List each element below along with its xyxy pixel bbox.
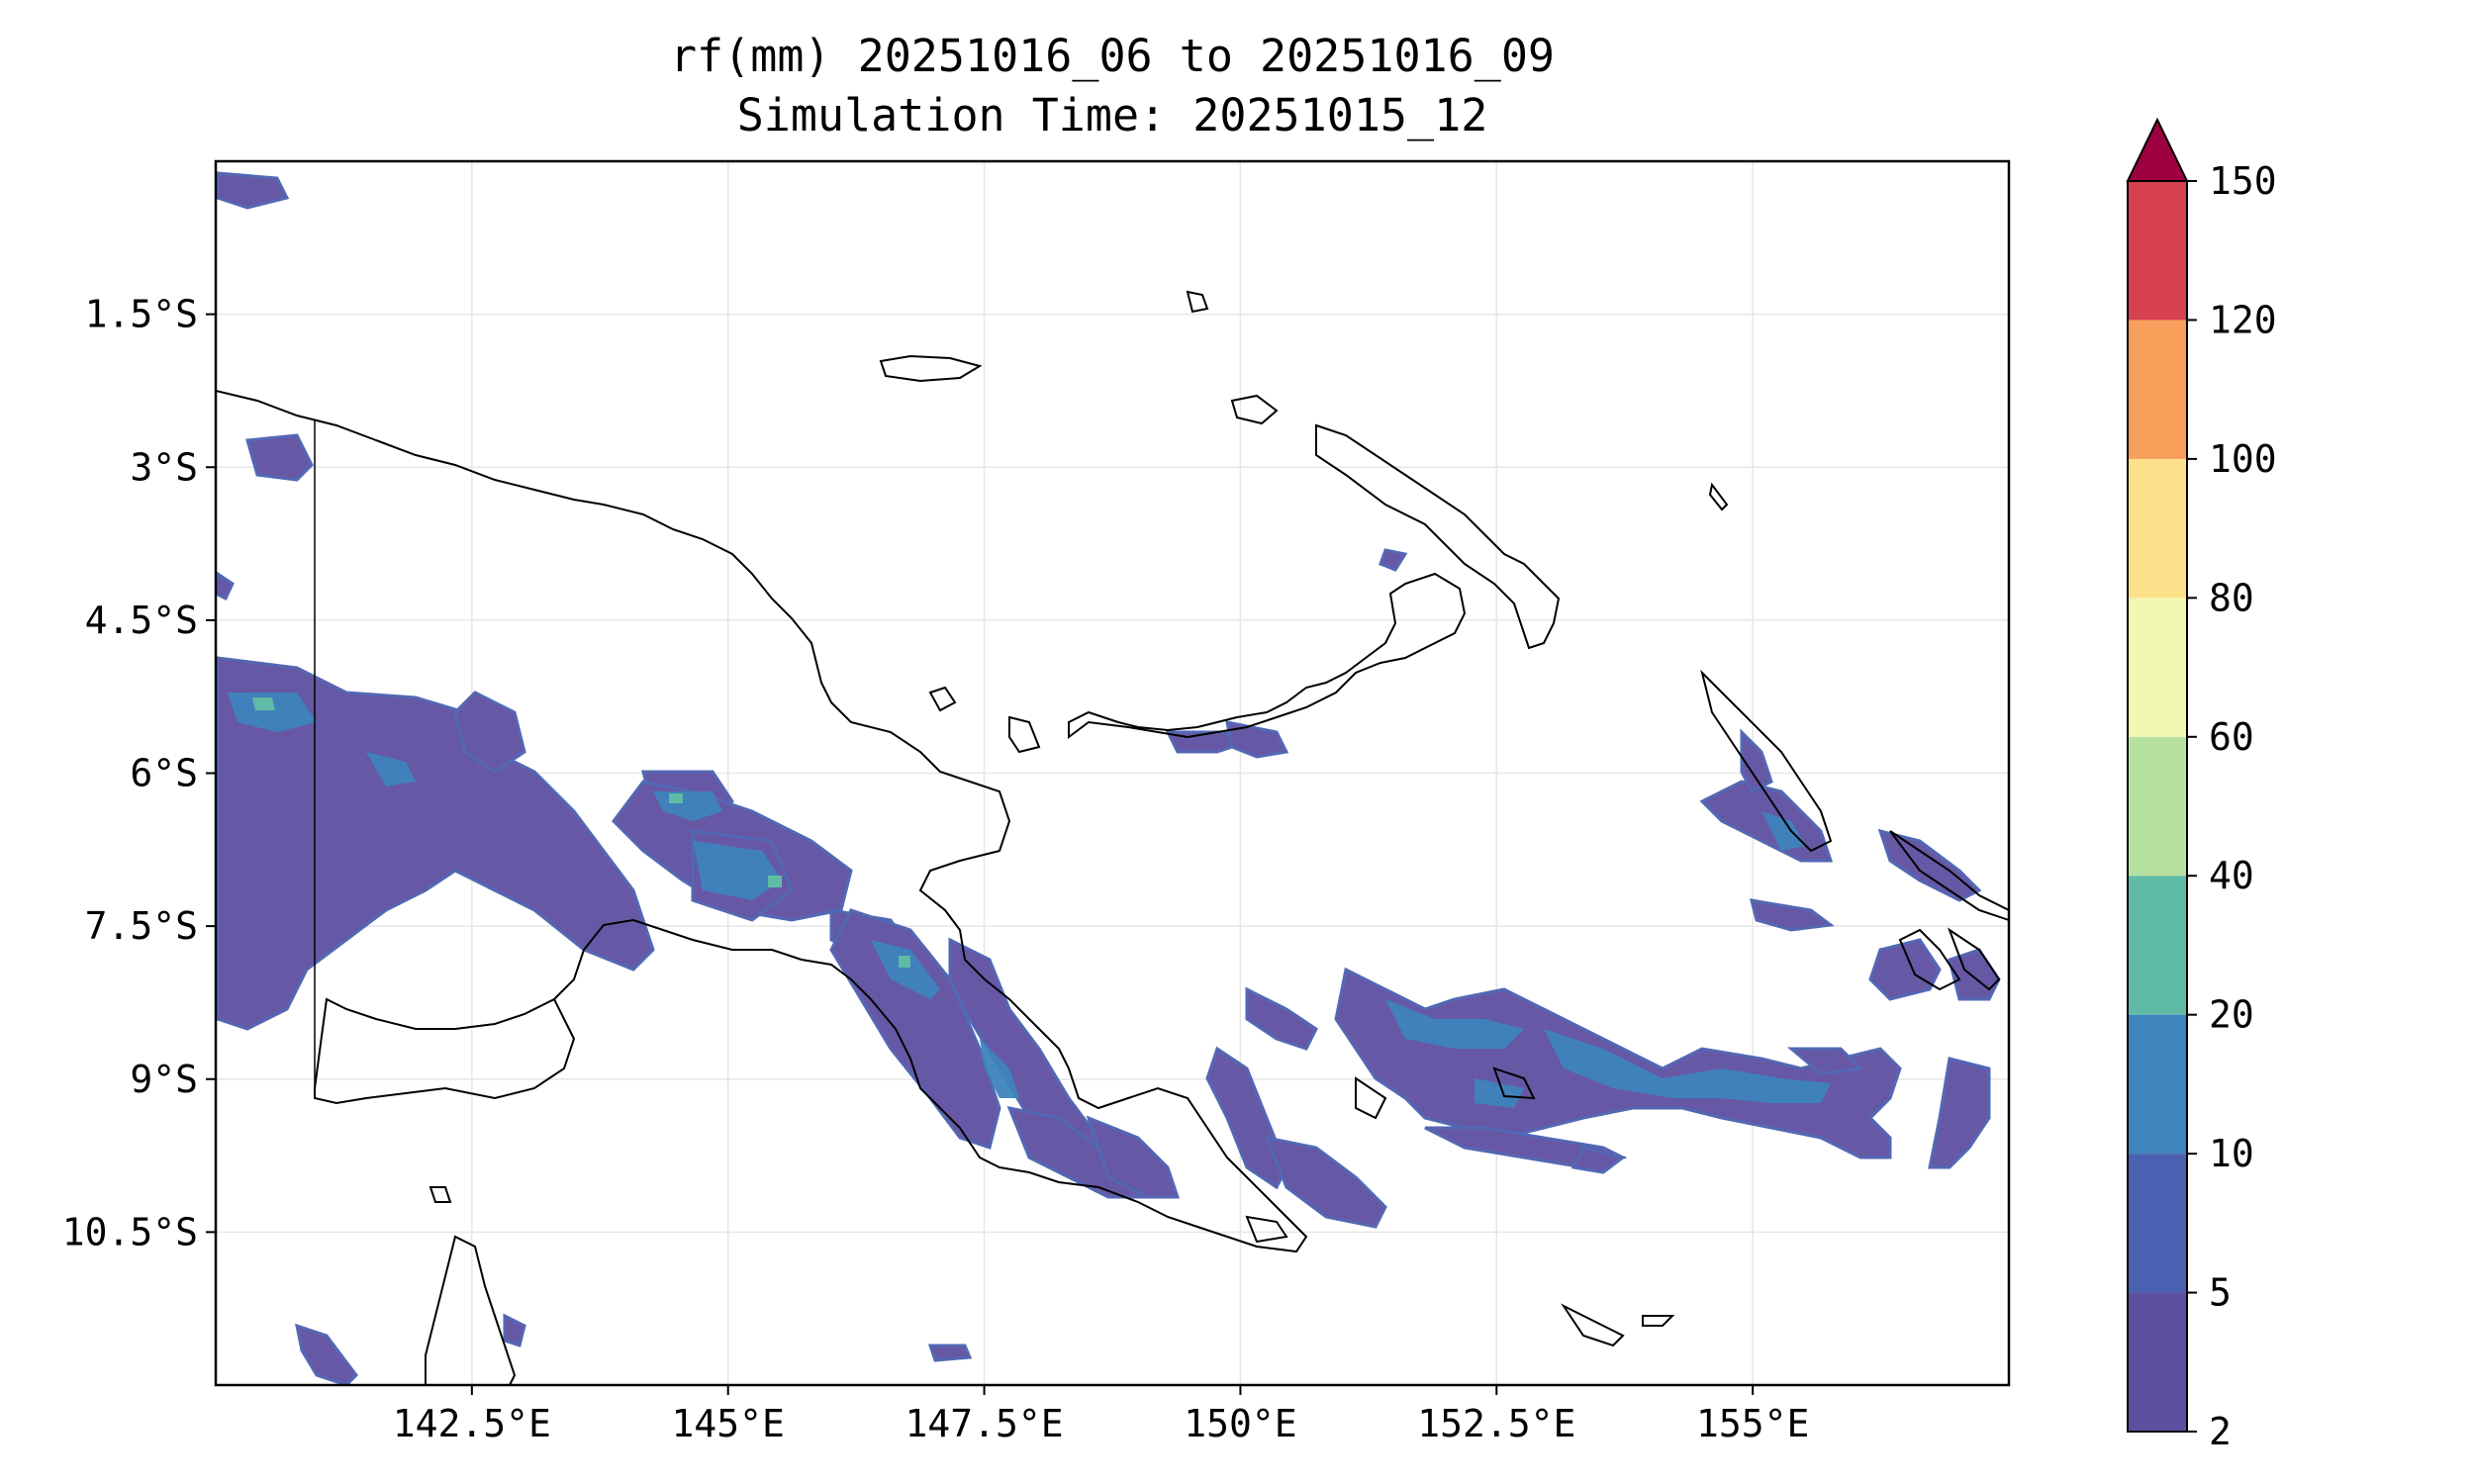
rain-cell-heavy (980, 1039, 1019, 1098)
rainfall-layer (216, 171, 2001, 1385)
coastline-island (928, 686, 957, 712)
colorbar-tick-label: 20 (2209, 993, 2254, 1037)
colorbar-segment (2128, 736, 2187, 877)
colorbar-tick-label: 120 (2209, 298, 2277, 341)
rain-cell (1379, 548, 1408, 572)
lon-tick-label: 150°E (1184, 1402, 1296, 1445)
coastline-cape-york (425, 1235, 517, 1385)
rain-cell-heavy (1385, 999, 1524, 1049)
colorbar-tick-label: 10 (2209, 1132, 2254, 1175)
coastline-new-ireland (1315, 423, 1561, 650)
rain-cell (1245, 986, 1318, 1051)
lon-tick-label: 147.5°E (904, 1402, 1063, 1445)
colorbar-extend-arrow (2126, 117, 2189, 182)
coastline-island (1230, 394, 1279, 425)
lat-tick-label: 7.5°S (85, 904, 198, 948)
rain-cell-heavy (366, 752, 416, 787)
coastline-new-britain (1068, 572, 1467, 739)
colorbar-segment (2128, 320, 2187, 459)
colorbar-segment (2128, 1292, 2187, 1432)
lon-tick-label: 145°E (672, 1402, 785, 1445)
coastline-bougainville (1700, 669, 1833, 853)
rain-cell-heavy (1475, 1078, 1524, 1108)
rain-cell (829, 908, 1001, 1150)
rain-cell (1749, 898, 1835, 932)
coastline-island (1561, 1303, 1625, 1347)
colorbar-tick-label: 2 (2209, 1410, 2232, 1453)
rain-cell-intense (899, 956, 910, 968)
coastline-island (428, 1186, 452, 1203)
coastline-solomon-2 (1898, 928, 1961, 991)
rain-cell (245, 433, 314, 482)
rain-cell-intense (252, 697, 275, 710)
map-subtitle: Simulation Time: 20251015_12 (736, 89, 1488, 141)
rain-cell-intense (768, 876, 782, 887)
rain-cell (1928, 1057, 1991, 1169)
coastlines (216, 290, 2009, 1385)
coastline-island (1245, 1215, 1288, 1244)
rain-cell (1877, 828, 1982, 902)
coastline-new-guinea (216, 390, 1308, 1253)
lat-tick-label: 10.5°S (62, 1210, 198, 1253)
coastline-island (1186, 290, 1209, 314)
lon-tick-label: 152.5°E (1417, 1402, 1575, 1445)
colorbar-segment (2128, 458, 2187, 599)
lat-tick-label: 1.5°S (85, 293, 198, 336)
colorbar-tick-label: 150 (2209, 159, 2277, 203)
colorbar-segment (2128, 1014, 2187, 1155)
rain-cell (1264, 1135, 1387, 1229)
rain-cell (295, 1323, 358, 1385)
rain-cell (927, 1344, 973, 1362)
coastline-island (1492, 1067, 1536, 1100)
colorbar: 2 5 10 20 40 60 80 100 120 150 (2126, 117, 2277, 1453)
rain-cell-heavy (1761, 811, 1806, 851)
coastline-manus (879, 354, 983, 383)
rain-cell (1225, 720, 1289, 759)
rain-cell (1205, 1046, 1288, 1190)
rain-cell (503, 1313, 526, 1347)
rain-cell-intense (669, 793, 683, 803)
rain-cell (1786, 1047, 1864, 1075)
lon-tick-label: 155°E (1696, 1402, 1809, 1445)
coastline-island (1355, 1076, 1387, 1120)
latitude-axis: 1.5°S 3°S 4.5°S 6°S 7.5°S 9°S 10.5°S (62, 293, 216, 1253)
colorbar-tick-label: 100 (2209, 437, 2277, 481)
rain-cell (1868, 938, 1942, 1001)
colorbar-segment (2128, 598, 2187, 737)
colorbar-tick-label: 60 (2209, 715, 2254, 759)
coastline-island (1008, 715, 1041, 754)
coastline-island (1708, 482, 1729, 511)
map-title: rf(mm) 20251016_06 to 20251016_09 (669, 30, 1556, 82)
rain-cell (1086, 1115, 1181, 1199)
coastline-solomon (1889, 830, 2009, 922)
colorbar-segment (2128, 1154, 2187, 1293)
lon-tick-label: 142.5°E (393, 1402, 551, 1445)
rain-cell (216, 171, 290, 210)
colorbar-segment (2128, 876, 2187, 1015)
coastline-island (1642, 1315, 1675, 1327)
colorbar-segment (2128, 181, 2187, 321)
rain-cell-heavy (871, 940, 940, 999)
colorbar-tick-label: 5 (2209, 1271, 2232, 1315)
rain-cell-heavy (228, 693, 317, 732)
lat-tick-label: 3°S (130, 445, 198, 489)
colorbar-tick-label: 80 (2209, 576, 2254, 619)
lat-tick-label: 4.5°S (85, 599, 198, 642)
lat-tick-label: 6°S (130, 752, 198, 795)
rain-cell (1570, 1146, 1627, 1174)
colorbar-tick-label: 40 (2209, 854, 2254, 897)
lat-tick-label: 9°S (130, 1058, 198, 1101)
rain-cell (216, 571, 235, 602)
longitude-axis: 142.5°E 145°E 147.5°E 150°E 152.5°E 155°E (393, 1385, 1809, 1445)
coastline-island (1947, 927, 2001, 991)
rain-cell-heavy (693, 841, 782, 900)
rain-cell-heavy (1544, 1029, 1831, 1103)
colorbar-frame (2127, 180, 2188, 1433)
rain-cell (453, 691, 526, 774)
